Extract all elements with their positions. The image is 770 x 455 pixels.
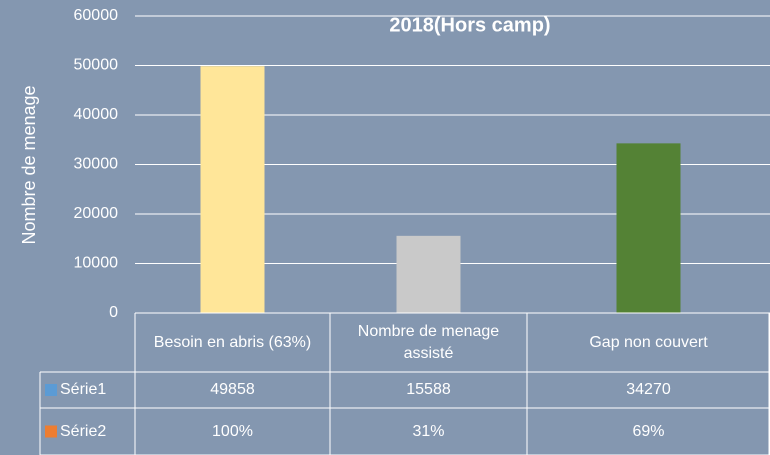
legend-key — [45, 384, 57, 396]
legend-label: Série1 — [60, 381, 107, 398]
y-tick-label: 10000 — [74, 255, 119, 272]
legend-key — [45, 425, 57, 438]
table-value: 15588 — [406, 381, 451, 398]
y-tick-label: 40000 — [74, 106, 119, 123]
y-tick-label: 50000 — [74, 57, 119, 74]
table-value: 69% — [632, 422, 665, 440]
table-value: 34270 — [626, 381, 671, 398]
category-label: Gap non couvert — [589, 333, 708, 351]
table-value: 49858 — [210, 381, 255, 398]
bar — [616, 143, 681, 313]
legend-label: Série2 — [60, 422, 107, 440]
bar — [396, 235, 461, 313]
bar — [200, 66, 265, 313]
table-value: 31% — [412, 422, 445, 440]
y-tick-label: 0 — [109, 304, 118, 321]
y-tick-label: 20000 — [74, 205, 119, 222]
y-axis-label: Nombre de menage — [19, 85, 39, 244]
category-label: Besoin en abris (63%) — [153, 333, 312, 351]
y-tick-label: 30000 — [74, 156, 119, 173]
category-label: Nombre de menage assisté — [357, 322, 500, 362]
y-tick-label: 60000 — [74, 7, 119, 24]
table-value: 100% — [212, 422, 253, 440]
chart-title: 2018(Hors camp) — [389, 14, 550, 36]
